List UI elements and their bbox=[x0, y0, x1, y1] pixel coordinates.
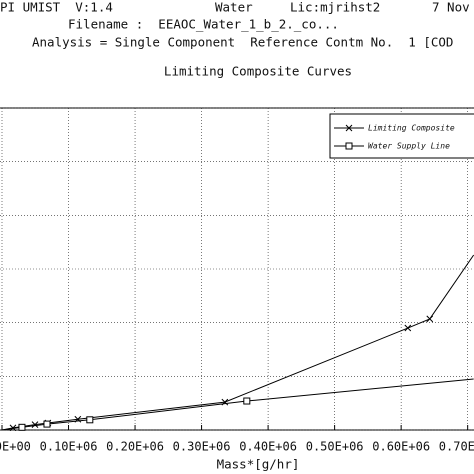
legend-label: Limiting Composite bbox=[368, 124, 455, 133]
x-tick-label: 0.50E+06 bbox=[306, 440, 364, 454]
marker-square bbox=[243, 397, 251, 405]
marker-x bbox=[9, 424, 17, 431]
x-tick-label: 0.70E+06 bbox=[439, 440, 474, 454]
marker-x bbox=[404, 324, 412, 332]
marker-square bbox=[86, 416, 94, 424]
date: 7 Nov bbox=[432, 0, 470, 15]
filename: Filename : EEAOC_Water_1_b_2._co... bbox=[68, 17, 339, 32]
legend-marker bbox=[345, 142, 353, 150]
analysis: Analysis = Single Component Reference Co… bbox=[32, 35, 453, 50]
plot-area bbox=[1, 254, 474, 431]
x-tick-label: 0.60E+06 bbox=[372, 440, 430, 454]
series-line bbox=[1, 254, 474, 431]
series-line bbox=[1, 378, 474, 431]
marker-x bbox=[426, 315, 434, 323]
chart-title: Limiting Composite Curves bbox=[164, 64, 352, 79]
marker-x bbox=[31, 421, 39, 428]
marker-square bbox=[18, 423, 26, 431]
x-tick-label: 0.40E+06 bbox=[239, 440, 297, 454]
marker-square bbox=[43, 420, 51, 428]
x-axis-title: Mass*[g/hr] bbox=[217, 457, 300, 472]
stream: Water bbox=[215, 0, 253, 15]
x-tick-label: 0.30E+06 bbox=[173, 440, 231, 454]
x-tick-label: 0.00E+00 bbox=[0, 440, 31, 454]
legend-label: Water Supply Line bbox=[368, 142, 450, 151]
legend-marker bbox=[345, 124, 353, 132]
legend-box bbox=[329, 113, 474, 159]
x-tick-label: 0.20E+06 bbox=[106, 440, 164, 454]
program: PI UMIST V:1.4 bbox=[0, 0, 113, 15]
x-tick-label: 0.10E+06 bbox=[40, 440, 98, 454]
licence: Lic:mjrihst2 bbox=[290, 0, 380, 15]
